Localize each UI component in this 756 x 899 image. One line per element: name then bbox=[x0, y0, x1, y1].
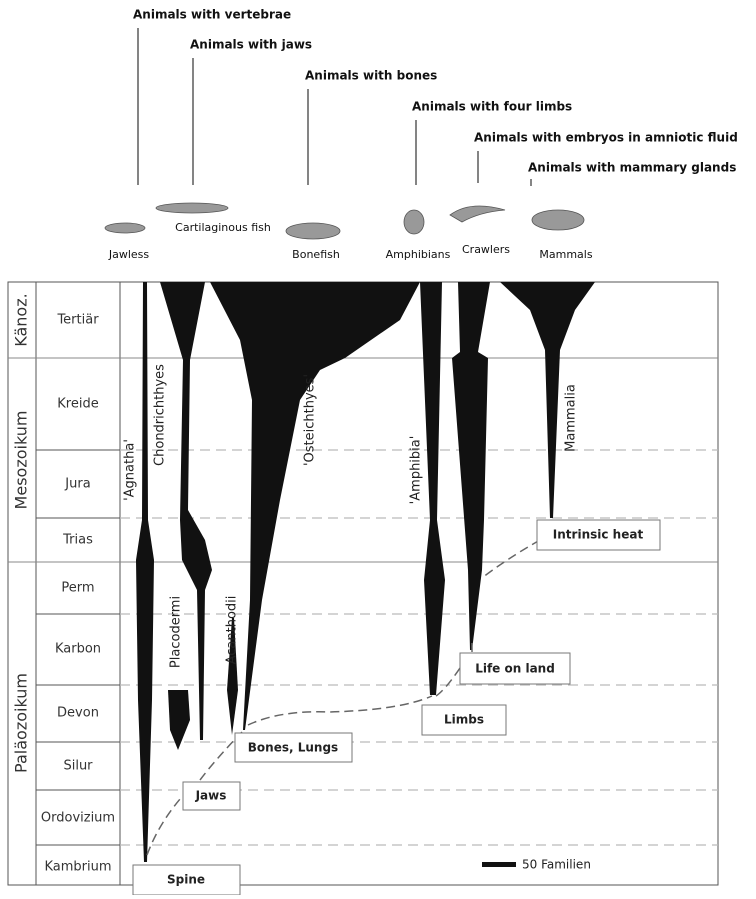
event-label: Spine bbox=[167, 873, 205, 887]
top-label: Animals with bones bbox=[305, 69, 437, 83]
periods: Tertiär Kreide Jura Trias Perm Karbon De… bbox=[41, 313, 115, 875]
event-label: Limbs bbox=[444, 713, 484, 727]
top-label: Animals with four limbs bbox=[412, 100, 572, 114]
spindle bbox=[452, 282, 490, 650]
taxon-label: Placodermi bbox=[169, 596, 184, 668]
period-label: Ordovizium bbox=[41, 811, 115, 826]
event-label: Bones, Lungs bbox=[248, 741, 338, 755]
event-label: Jaws bbox=[195, 789, 227, 803]
eras: Känoz. Mesozoikum Paläozoikum bbox=[12, 293, 31, 773]
connector bbox=[247, 695, 433, 726]
icon-bonefish bbox=[285, 222, 341, 240]
spindle bbox=[500, 282, 595, 518]
spindle bbox=[210, 282, 420, 730]
event-box bbox=[536, 519, 661, 551]
period-label: Perm bbox=[61, 581, 94, 596]
event-box bbox=[234, 732, 353, 763]
period-label: Trias bbox=[62, 533, 93, 548]
animal-label: Jawless bbox=[108, 248, 150, 261]
period-label: Devon bbox=[57, 706, 99, 721]
connector bbox=[435, 667, 461, 697]
taxon-label: 'Osteichthyes' bbox=[303, 374, 318, 466]
animal-label: Crawlers bbox=[462, 243, 510, 256]
animal-label: Mammals bbox=[539, 248, 592, 261]
events: Spine Jaws Bones, Lungs Limbs Life on la… bbox=[132, 519, 661, 896]
animal-label: Bonefish bbox=[292, 248, 340, 261]
spindles bbox=[136, 282, 595, 862]
period-label: Tertiär bbox=[56, 313, 99, 328]
era-label: Mesozoikum bbox=[12, 411, 31, 510]
spindle bbox=[168, 690, 190, 750]
time-grid bbox=[7, 281, 719, 886]
event-label: Intrinsic heat bbox=[553, 528, 644, 542]
legend: 50 Familien bbox=[482, 858, 591, 872]
spindle bbox=[136, 282, 154, 862]
taxon-label: Acanthodii bbox=[225, 596, 240, 665]
top-label: Animals with mammary glands bbox=[528, 161, 736, 175]
taxa: 'Agnatha' Chondrichthyes Placodermi Acan… bbox=[123, 364, 579, 668]
period-label: Silur bbox=[63, 759, 93, 774]
animal-icons bbox=[104, 202, 585, 240]
top-label: Animals with jaws bbox=[190, 38, 312, 52]
taxon-label: 'Agnatha' bbox=[123, 439, 138, 501]
event-box bbox=[421, 704, 507, 736]
top-label: Animals with embryos in amniotic fluid bbox=[474, 131, 738, 145]
era-label: Känoz. bbox=[12, 293, 31, 346]
era-label: Paläozoikum bbox=[12, 673, 31, 773]
taxon-label: 'Amphibia' bbox=[409, 436, 424, 505]
event-label: Life on land bbox=[475, 662, 555, 676]
spindle bbox=[420, 282, 445, 695]
top-labels: Animals with vertebrae Animals with jaws… bbox=[133, 8, 738, 186]
taxon-label: Chondrichthyes bbox=[153, 364, 168, 466]
event-box bbox=[182, 781, 241, 811]
period-label: Kambrium bbox=[44, 860, 111, 875]
legend-bar bbox=[482, 862, 516, 867]
event-box bbox=[459, 652, 571, 685]
connector bbox=[146, 789, 189, 856]
period-label: Karbon bbox=[55, 642, 101, 657]
icon-lizard bbox=[449, 205, 506, 223]
period-label: Jura bbox=[64, 477, 90, 492]
icon-jawless bbox=[104, 222, 146, 234]
top-label: Animals with vertebrae bbox=[133, 8, 291, 22]
icon-frog bbox=[403, 209, 425, 235]
animal-label: Amphibians bbox=[386, 248, 451, 261]
animal-labels: Jawless Cartilaginous fish Bonefish Amph… bbox=[108, 221, 593, 261]
event-box bbox=[132, 864, 241, 896]
animal-label: Cartilaginous fish bbox=[175, 221, 271, 234]
spindle bbox=[160, 282, 212, 740]
icon-cat bbox=[531, 209, 585, 231]
taxon-label: Mammalia bbox=[564, 384, 579, 452]
icon-shark bbox=[155, 202, 229, 214]
frame bbox=[7, 281, 719, 886]
spindle bbox=[227, 618, 238, 735]
legend-label: 50 Familien bbox=[522, 858, 591, 872]
connector bbox=[481, 539, 541, 579]
period-label: Kreide bbox=[57, 397, 98, 412]
